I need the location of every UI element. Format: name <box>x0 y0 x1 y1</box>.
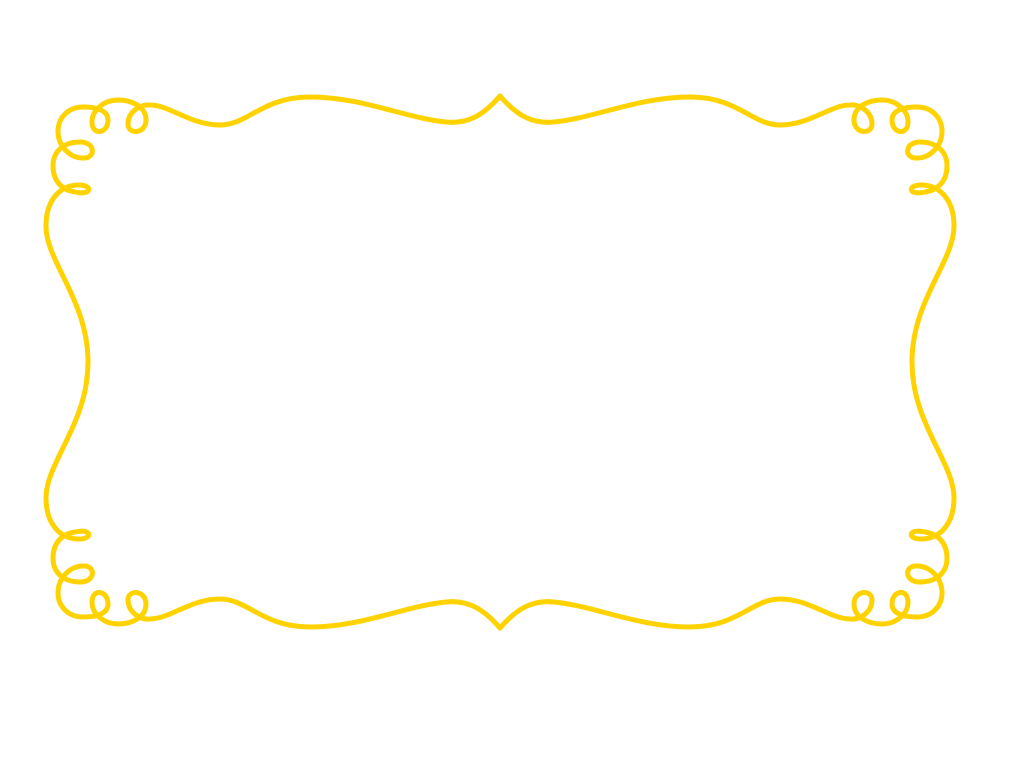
frame-bottom-left-corner <box>46 362 500 628</box>
frame-top-right-corner <box>500 96 954 362</box>
frame-top-left-corner <box>46 96 500 362</box>
frame-bottom-right-corner <box>500 362 954 628</box>
frame-border <box>46 96 954 628</box>
